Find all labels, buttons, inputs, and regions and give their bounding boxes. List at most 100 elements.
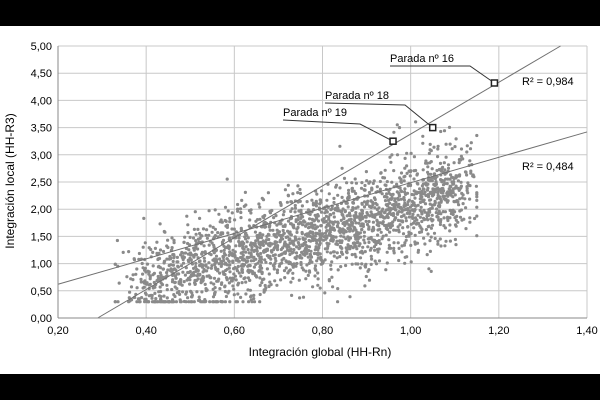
scatter-point [372,240,376,244]
scatter-point [237,239,241,244]
scatter-point [282,209,286,214]
scatter-point [297,209,301,213]
scatter-point [425,214,429,218]
scatter-point [339,245,343,250]
scatter-point [438,237,442,241]
scatter-point [328,228,332,232]
scatter-point [387,238,391,242]
scatter-point [221,270,225,274]
scatter-point [196,277,200,281]
scatter-point [362,230,366,234]
scatter-point [303,233,308,237]
scatter-point [340,240,344,245]
scatter-point [392,228,396,232]
scatter-point [192,255,196,259]
scatter-point [173,280,177,284]
scatter-point [314,238,318,243]
scatter-point [223,253,227,257]
highlight-marker [389,137,397,145]
scatter-point [354,191,358,196]
scatter-point [403,201,407,205]
scatter-point [289,209,293,213]
scatter-point [195,290,199,294]
scatter-point [240,270,245,274]
scatter-point [443,168,447,172]
scatter-point [453,237,457,242]
scatter-point [468,220,472,224]
scatter-point [295,245,299,249]
scatter-point [336,268,340,272]
scatter-point [136,297,140,301]
scatter-point [438,195,442,199]
y-tick-label: 5,00 [31,41,52,53]
scatter-point [444,198,448,202]
scatter-point [207,209,211,213]
scatter-point [316,219,321,223]
scatter-point [332,200,336,205]
scatter-point [437,209,441,213]
scatter-point [387,191,391,195]
y-tick-label: 2,50 [31,177,52,189]
scatter-point [230,227,234,231]
scatter-point [286,183,290,187]
scatter-point [360,202,364,206]
scatter-point [444,155,448,159]
scatter-point [373,215,377,219]
scatter-point [395,123,399,127]
scatter-point [409,151,413,155]
scatter-point [391,192,395,196]
scatter-point [301,236,305,240]
scatter-point [211,300,215,304]
scatter-point [475,133,479,138]
scatter-point [249,269,253,273]
scatter-point [193,278,197,283]
scatter-point [308,212,312,216]
scatter-point [329,267,333,271]
scatter-point [389,246,393,250]
scatter-point [240,240,245,244]
scatter-point [397,230,401,234]
scatter-point [388,155,392,159]
scatter-point [331,250,336,254]
scatter-point [232,293,236,297]
scatter-point [165,283,169,287]
scatter-point [399,189,403,193]
scatter-point [370,257,374,261]
scatter-point [401,214,406,218]
scatter-point [157,290,161,294]
scatter-point [419,226,423,230]
scatter-point [281,233,285,237]
scatter-point [358,231,362,235]
scatter-point [170,300,174,304]
scatter-point [347,236,351,240]
scatter-point [363,265,368,269]
scatter-point [297,243,301,247]
scatter-point [313,264,318,268]
scatter-point [290,293,294,297]
scatter-point [339,209,344,213]
highlight-marker [490,79,499,87]
scatter-point [410,203,414,207]
scatter-point [255,249,259,253]
scatter-point [403,241,407,245]
scatter-point [358,256,363,260]
scatter-point [283,240,287,244]
scatter-point [451,195,455,199]
scatter-point [159,281,163,285]
scatter-point [304,269,308,273]
scatter-point [394,200,398,204]
scatter-point [244,245,248,249]
scatter-point [219,233,223,237]
scatter-point [373,248,377,252]
scatter-point [444,239,448,243]
scatter-point [381,215,385,219]
scatter-point [426,232,430,236]
scatter-point [197,240,201,244]
scatter-point [260,266,264,270]
scatter-point [261,233,265,237]
scatter-point [183,273,187,277]
scatter-point [403,190,407,194]
scatter-point [411,216,415,220]
scatter-point [460,196,464,200]
scatter-point [399,177,403,182]
